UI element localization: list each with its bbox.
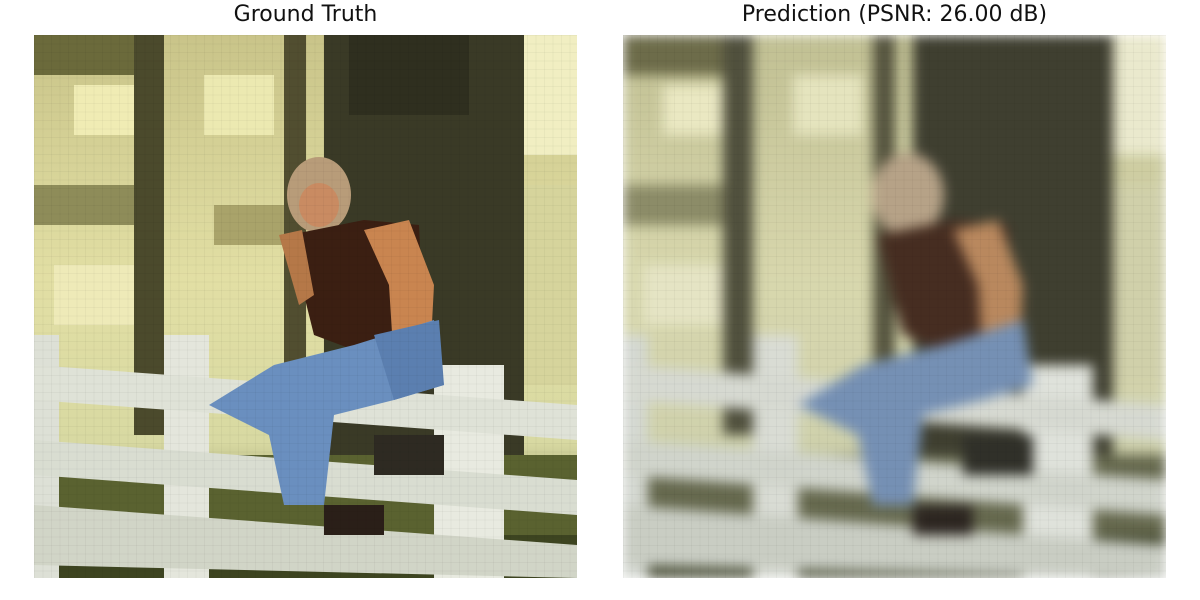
ground-truth-title: Ground Truth	[233, 2, 378, 27]
prediction-scene	[623, 35, 1166, 578]
prediction-title: Prediction (PSNR: 26.00 dB)	[741, 2, 1048, 27]
prediction-image	[623, 35, 1166, 578]
ground-truth-image	[34, 35, 577, 578]
ground-truth-scene	[34, 35, 577, 578]
